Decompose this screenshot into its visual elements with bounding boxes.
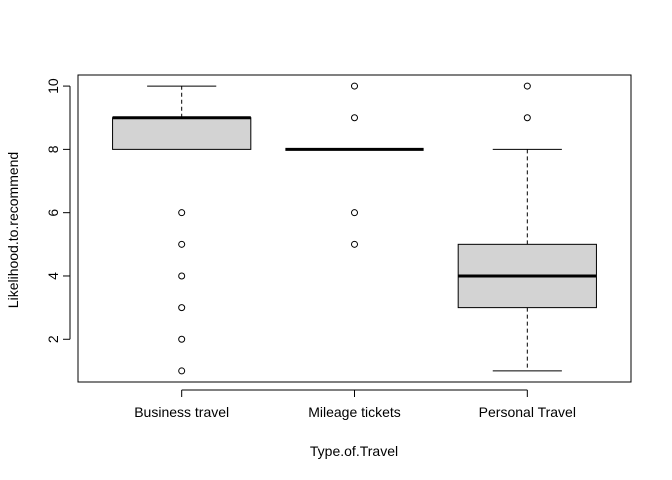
outlier-point [178,272,186,280]
outlier-point [351,114,358,122]
x-tick-label: Mileage tickets [308,404,401,420]
outlier-point [178,335,186,343]
outlier-point [178,304,186,312]
x-axis: Business travel Mileage tickets Personal T… [134,389,576,420]
outlier-point [523,82,531,90]
y-axis-title: Likelihood.to.recommend [5,152,21,308]
boxes [112,82,597,375]
y-tick-label: 8 [45,145,61,153]
outlier-point [178,367,186,375]
outlier-point [351,209,358,217]
y-axis: 2 4 6 8 10 [45,78,71,343]
x-tick-label: Business travel [134,404,229,420]
y-tick-label: 10 [45,78,61,94]
box-1 [112,85,252,375]
plot-frame [77,74,632,383]
outlier-point [178,209,186,217]
outlier-point [351,82,358,90]
outlier-point [351,240,358,248]
y-tick-label: 2 [45,335,61,343]
x-tick-label: Personal Travel [479,404,576,420]
y-tick-label: 6 [45,209,61,217]
outlier-point [523,114,531,122]
iqr-box [112,117,252,150]
outlier-point [178,240,186,248]
box-3 [457,82,597,372]
y-tick-label: 4 [45,272,61,280]
x-axis-title: Type.of.Travel [310,443,398,459]
box-2 [285,82,424,248]
